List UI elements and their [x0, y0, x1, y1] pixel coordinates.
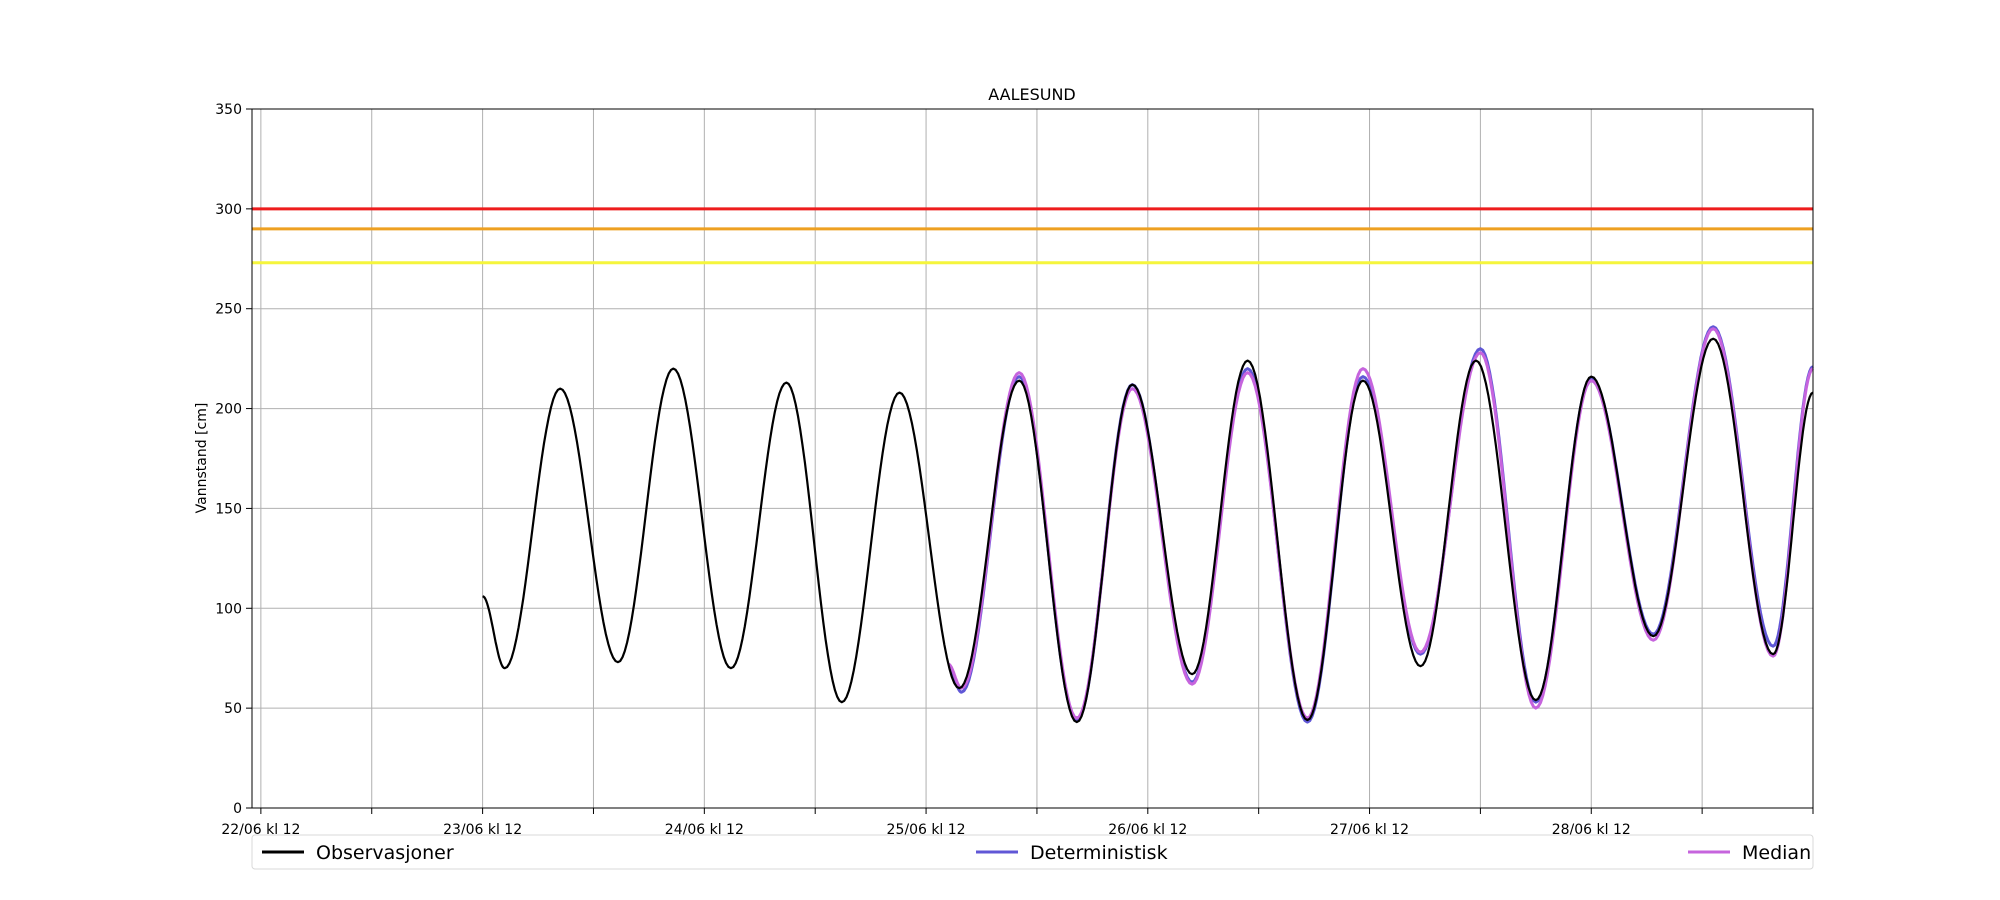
x-tick-label: 26/06 kl 12	[1108, 822, 1187, 838]
chart-title: AALESUND	[988, 85, 1076, 104]
y-tick-label: 100	[215, 601, 242, 617]
series-lines	[482, 325, 1814, 724]
x-tick-label: 24/06 kl 12	[665, 822, 744, 838]
legend-box	[251, 834, 1814, 870]
axes: 0 50 100 150 200 250 300 350 22/06 kl 12 23/06 kl…	[215, 102, 1814, 838]
y-tick-label: 350	[215, 102, 242, 118]
y-tick-label: 50	[224, 701, 242, 717]
plot-frame	[251, 108, 1814, 809]
legend: Observasjoner Deterministisk Median	[251, 834, 1814, 870]
x-tick-label: 27/06 kl 12	[1330, 822, 1409, 838]
y-tick-label: 150	[215, 501, 242, 517]
y-tick-label: 0	[233, 801, 242, 817]
series-line-2	[947, 327, 1814, 720]
legend-label: Observasjoner	[316, 842, 454, 864]
x-tick-label: 22/06 kl 12	[221, 822, 300, 838]
y-tick-label: 250	[215, 302, 242, 318]
y-tick-label: 300	[215, 202, 242, 218]
y-axis-label: Vannstand [cm]	[194, 403, 210, 514]
x-tick-label: 25/06 kl 12	[887, 822, 966, 838]
legend-label: Median	[1742, 842, 1811, 864]
grid	[252, 109, 1814, 808]
series-line-0	[482, 337, 1814, 724]
y-tick-label: 200	[215, 402, 242, 418]
legend-label: Deterministisk	[1030, 842, 1168, 864]
series-line-1	[947, 325, 1814, 724]
x-tick-label: 23/06 kl 12	[443, 822, 522, 838]
threshold-lines	[252, 207, 1813, 265]
x-tick-label: 28/06 kl 12	[1552, 822, 1631, 838]
